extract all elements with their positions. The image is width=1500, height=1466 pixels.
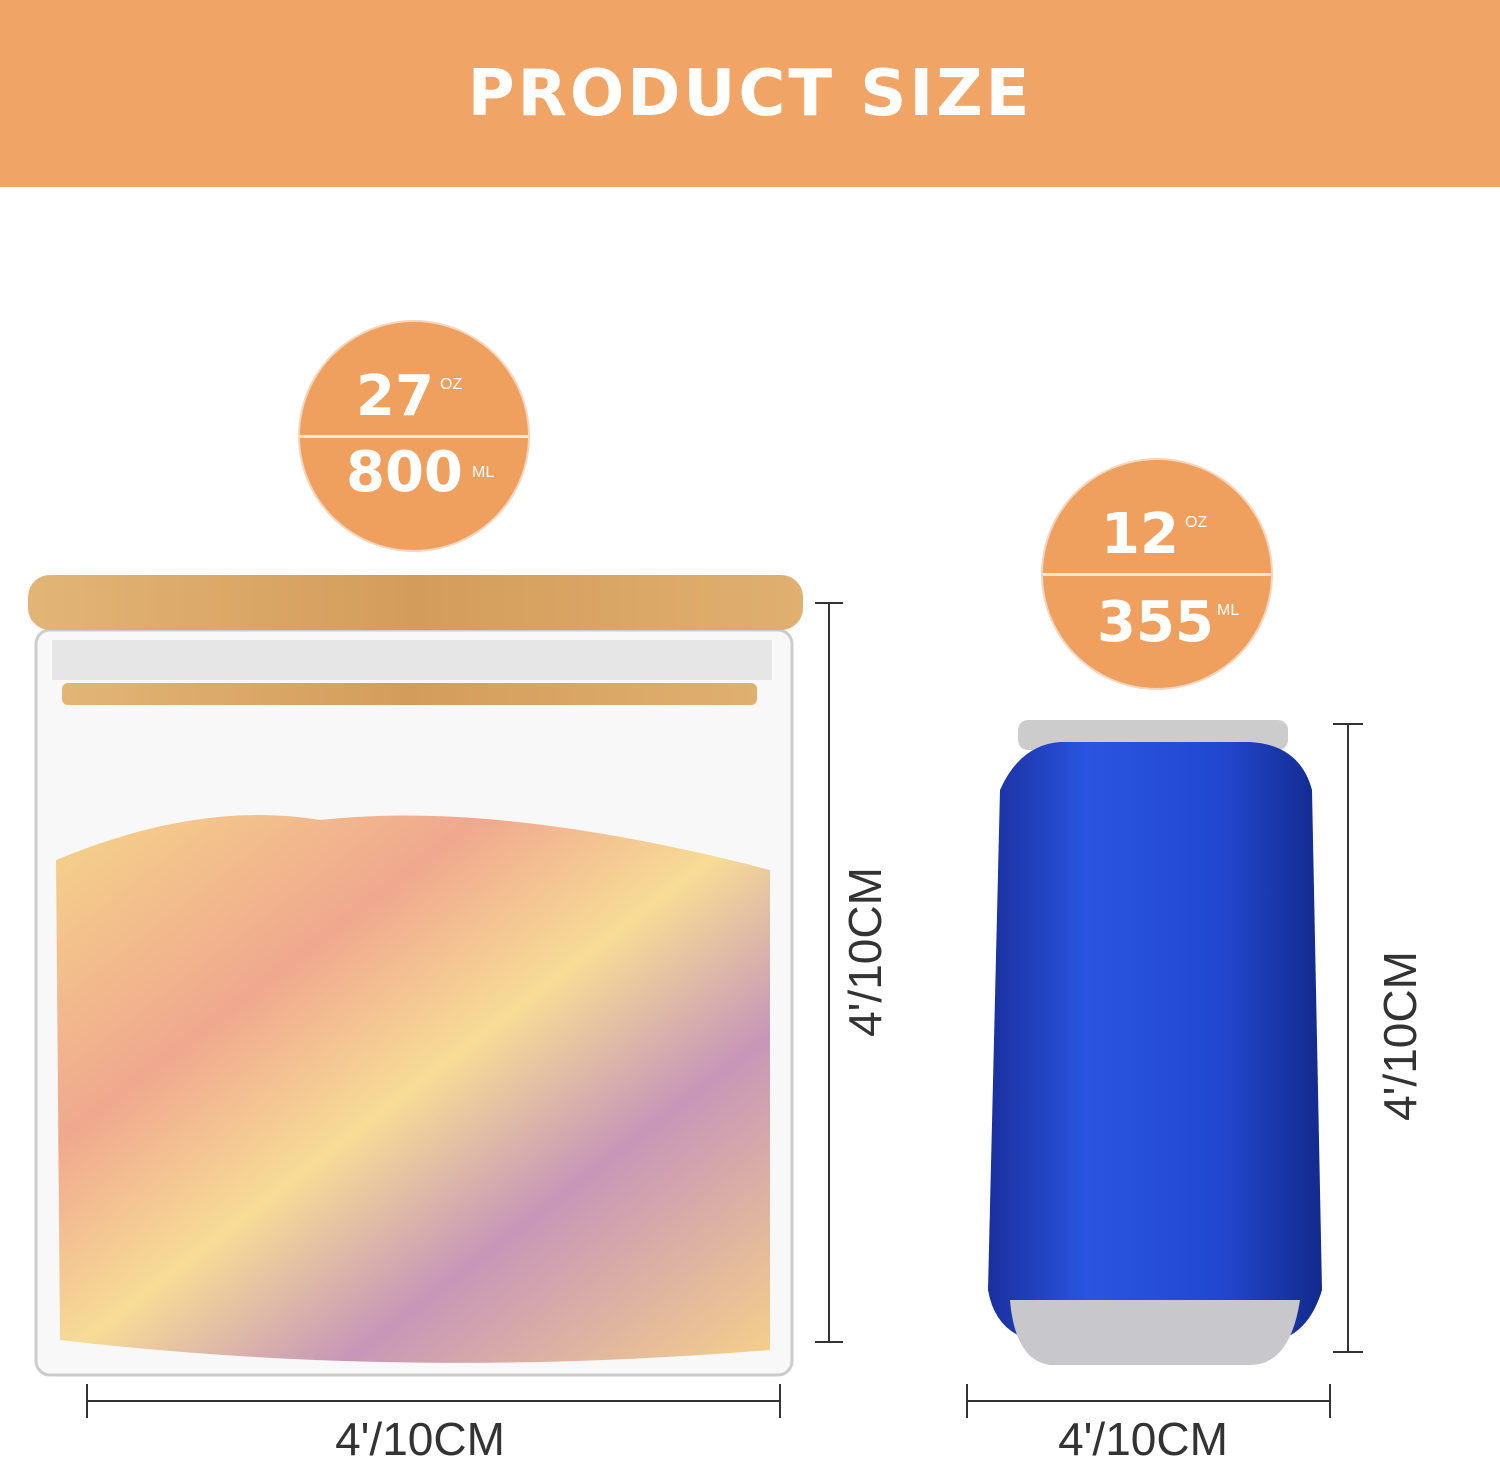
jar-ml-value: 800 <box>346 440 463 505</box>
can-capacity-badge: 12 OZ 355 ML <box>1043 460 1271 688</box>
divider <box>1043 573 1271 576</box>
tick <box>815 1341 843 1343</box>
tick <box>779 1384 781 1418</box>
can-width-label: 4'/10CM <box>1058 1413 1228 1465</box>
jar-height-line <box>828 602 830 1342</box>
jar-capacity-badge: 27 OZ 800 ML <box>300 322 528 550</box>
soda-can <box>988 720 1322 1365</box>
jar-width-label: 4'/10CM <box>335 1413 505 1465</box>
can-width-line <box>967 1400 1330 1402</box>
jar-height-label: 4'/10CM <box>839 867 891 1037</box>
jar-width-line <box>87 1400 780 1402</box>
jar-ml-unit: ML <box>472 464 495 481</box>
bamboo-lid <box>28 575 803 630</box>
jar-oz-value: 27 <box>356 364 434 429</box>
page-title: PRODUCT SIZE <box>467 56 1033 131</box>
jar-oz-unit: OZ <box>440 376 463 393</box>
divider <box>300 435 528 438</box>
can-height-label: 4'/10CM <box>1374 951 1426 1121</box>
can-oz-unit: OZ <box>1185 514 1208 531</box>
tick <box>1333 1351 1363 1353</box>
tick <box>966 1384 968 1418</box>
tick <box>1333 723 1363 725</box>
tick <box>815 602 843 604</box>
tick <box>86 1384 88 1418</box>
can-ml-value: 355 <box>1097 590 1214 655</box>
can-oz-value: 12 <box>1101 502 1179 567</box>
glass-jar <box>28 575 803 1377</box>
can-height-line <box>1347 723 1349 1353</box>
title-banner: PRODUCT SIZE <box>0 0 1500 187</box>
can-ml-unit: ML <box>1217 602 1240 619</box>
tick <box>1329 1384 1331 1418</box>
